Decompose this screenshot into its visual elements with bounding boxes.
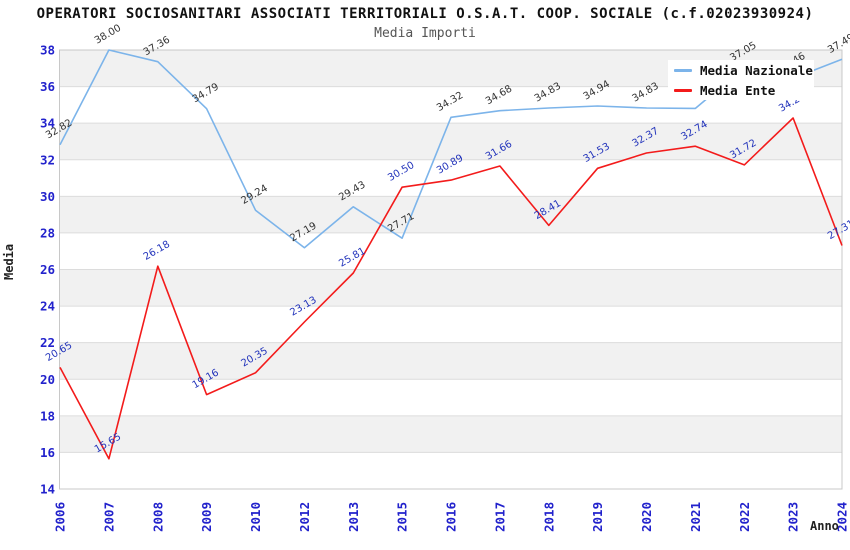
x-tick-2021: 2021 <box>688 502 703 532</box>
x-tick-2007: 2007 <box>101 502 116 532</box>
x-tick-2024: 2024 <box>835 502 850 532</box>
data-label-ente-2013: 25.81 <box>337 246 367 270</box>
data-label-ente-2008: 26.18 <box>142 239 172 263</box>
legend-item-media-ente: Media Ente <box>668 81 814 99</box>
y-tick-26: 26 <box>40 262 55 277</box>
y-tick-14: 14 <box>40 482 55 497</box>
chart-title: OPERATORI SOCIOSANITARI ASSOCIATI TERRIT… <box>36 6 814 22</box>
x-tick-2020: 2020 <box>639 502 654 532</box>
x-tick-2012: 2012 <box>297 502 312 532</box>
x-tick-2022: 2022 <box>737 502 752 532</box>
plot-band <box>59 269 842 307</box>
plot-band <box>59 342 842 380</box>
x-tick-2010: 2010 <box>248 502 263 532</box>
data-label-nazionale-2016: 34.32 <box>435 90 465 114</box>
legend-line-swatch-nazionale-icon <box>674 68 692 72</box>
x-tick-2018: 2018 <box>541 502 556 532</box>
x-tick-2015: 2015 <box>395 502 410 532</box>
y-tick-28: 28 <box>40 225 55 240</box>
plot-band <box>59 196 842 233</box>
legend: Media Nazionale Media Ente <box>668 60 814 100</box>
chart-subtitle: Media Importi <box>374 26 476 41</box>
x-tick-2008: 2008 <box>150 502 165 532</box>
series-line-media-ente <box>59 117 843 460</box>
y-tick-34: 34 <box>40 116 55 131</box>
y-tick-38: 38 <box>40 43 55 58</box>
x-tick-2017: 2017 <box>492 502 507 532</box>
plot-band <box>59 123 842 160</box>
x-tick-2009: 2009 <box>199 502 214 532</box>
x-tick-2023: 2023 <box>786 502 801 532</box>
y-tick-36: 36 <box>40 79 55 94</box>
y-tick-16: 16 <box>40 445 55 460</box>
y-tick-20: 20 <box>40 372 55 387</box>
y-tick-32: 32 <box>40 152 55 167</box>
x-tick-2016: 2016 <box>444 502 459 532</box>
y-tick-18: 18 <box>40 408 55 423</box>
x-axis-title: Anno <box>810 519 839 533</box>
x-tick-2019: 2019 <box>590 502 605 532</box>
x-tick-2006: 2006 <box>53 502 68 532</box>
y-tick-22: 22 <box>40 335 55 350</box>
legend-label-media-ente: Media Ente <box>700 82 776 98</box>
plot-band <box>59 415 842 453</box>
x-tick-2013: 2013 <box>346 502 361 532</box>
legend-label-media-nazionale: Media Nazionale <box>700 62 813 78</box>
y-tick-30: 30 <box>40 189 55 204</box>
plot-border <box>59 49 843 490</box>
y-axis-title: Media <box>2 243 16 280</box>
legend-line-swatch-ente-icon <box>674 88 692 92</box>
data-label-ente-2015: 30.50 <box>386 160 416 184</box>
legend-item-media-nazionale: Media Nazionale <box>668 61 814 79</box>
y-tick-24: 24 <box>40 299 55 314</box>
